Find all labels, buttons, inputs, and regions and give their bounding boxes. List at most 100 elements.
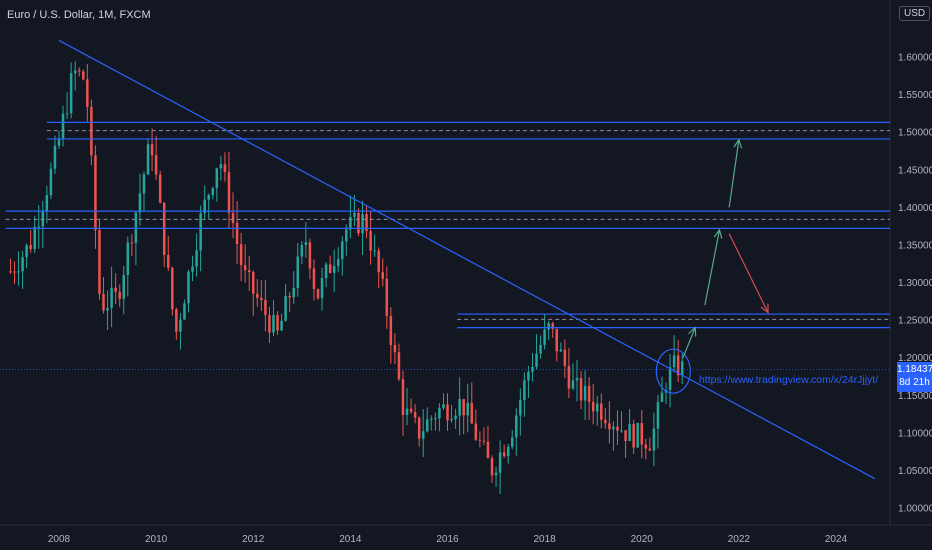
candle-body: [381, 272, 385, 279]
candle-body: [167, 254, 170, 268]
candle-body: [401, 379, 405, 416]
candle-body: [179, 319, 182, 332]
candle-body: [486, 441, 490, 459]
candle-body: [543, 329, 546, 345]
highlight-circle: [655, 348, 691, 394]
candle-body: [247, 270, 251, 273]
green-arrow-head: [733, 138, 743, 149]
candle-body: [417, 417, 421, 439]
price-tick-label: 1.45000: [898, 165, 932, 176]
candle-body: [102, 293, 105, 311]
candle-body: [98, 229, 101, 294]
candle-body: [600, 403, 603, 420]
candle-body: [523, 380, 526, 401]
time-tick-label: 2008: [48, 534, 71, 545]
candle-body: [470, 402, 474, 424]
candle-body: [458, 399, 461, 416]
candle-body: [264, 299, 267, 316]
candle-body: [579, 377, 583, 401]
candle-body: [260, 297, 263, 300]
price-tick-label: 1.25000: [898, 316, 932, 327]
price-axis: 1.60000 1.55000 1.50000 1.45000 1.40000 1.350…: [898, 53, 932, 515]
candle-body: [668, 367, 672, 390]
last-price-value: 1.18437: [897, 364, 932, 375]
candle-body: [672, 355, 676, 368]
candle-body: [409, 408, 413, 412]
candle-body: [450, 419, 453, 421]
candle-body: [482, 440, 486, 442]
drawings: [0, 39, 890, 480]
candle-body: [628, 423, 631, 441]
candle-body: [389, 315, 393, 346]
candle-body: [207, 195, 210, 200]
candle-body: [434, 418, 437, 420]
time-tick-label: 2010: [145, 534, 168, 545]
candle-body: [535, 353, 538, 367]
candle-body: [361, 214, 364, 234]
candle-body: [110, 287, 113, 308]
price-tick-label: 1.15000: [898, 391, 932, 402]
candle-body: [510, 437, 514, 447]
candle-body: [405, 408, 409, 416]
candle-body: [256, 293, 259, 298]
candle-body: [506, 446, 510, 457]
price-tick-label: 1.20000: [898, 353, 932, 364]
candle-body: [466, 402, 469, 416]
candle-body: [308, 242, 312, 269]
candle-body: [345, 229, 348, 242]
price-tick-label: 1.55000: [898, 90, 932, 101]
candle-body: [357, 212, 360, 234]
bar-countdown: 8d 21h: [899, 377, 930, 388]
candle-body: [539, 344, 542, 354]
candle-body: [519, 400, 522, 416]
candle-body: [478, 439, 482, 441]
candle-body: [563, 349, 567, 366]
red-arrow-head: [760, 303, 769, 314]
candle-body: [555, 328, 559, 352]
candle-body: [276, 315, 279, 331]
price-tick-label: 1.40000: [898, 203, 932, 214]
candle-body: [175, 309, 178, 332]
candle-body: [195, 250, 198, 267]
candle-body: [320, 278, 324, 299]
candle-body: [595, 403, 599, 412]
candle-body: [138, 193, 142, 213]
snapshot-url[interactable]: https://www.tradingview.com/x/24rJjjyt/: [699, 374, 879, 386]
candle-body: [547, 323, 550, 330]
candle-body: [421, 431, 425, 439]
last-price-badge: 1.18437 8d 21h: [897, 362, 932, 392]
candle-body: [150, 144, 154, 156]
candle-body: [37, 226, 41, 228]
candle-body: [288, 295, 291, 298]
candle-body: [498, 452, 502, 473]
price-tick-label: 1.30000: [898, 278, 932, 289]
candle-body: [106, 307, 109, 311]
candle-body: [272, 315, 275, 333]
candle-body: [171, 267, 174, 310]
candle-body: [324, 264, 328, 279]
candle-body: [502, 452, 506, 457]
candle-body: [462, 399, 465, 416]
candle-body: [413, 411, 417, 418]
candle-body: [604, 419, 607, 424]
candle-body: [575, 377, 579, 381]
candle-body: [648, 448, 652, 451]
time-tick-label: 2012: [242, 534, 265, 545]
candle-body: [86, 79, 89, 107]
candle-body: [231, 212, 235, 223]
currency-selector[interactable]: USD: [899, 6, 931, 21]
candle-body: [29, 245, 32, 250]
green-arrow-shaft: [682, 327, 696, 358]
trendline: [58, 39, 876, 480]
candle-body: [183, 303, 186, 320]
time-tick-label: 2018: [534, 534, 557, 545]
candle-body: [680, 361, 684, 376]
candle-body: [45, 195, 49, 211]
candle-body: [130, 242, 134, 244]
candle-body: [187, 271, 190, 304]
candle-body: [636, 422, 639, 448]
candles: [9, 61, 684, 494]
candle-body: [280, 320, 283, 331]
candle-body: [243, 265, 247, 271]
